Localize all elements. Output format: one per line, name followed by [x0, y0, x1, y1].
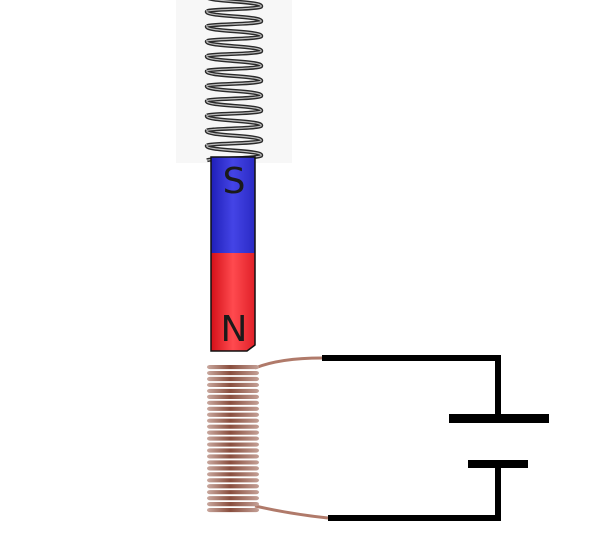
top-wire [322, 355, 501, 418]
magnet-south-half [211, 157, 255, 253]
coil-winding [207, 508, 259, 513]
bar-magnet: S N [210, 156, 256, 352]
coil-top-lead [254, 356, 323, 370]
coil-winding [207, 365, 259, 370]
coil-winding [207, 394, 259, 399]
magnet-north-half [211, 253, 255, 351]
coil-winding [207, 370, 259, 376]
coil-winding [207, 484, 259, 489]
coil-winding [207, 490, 259, 495]
coil-winding [207, 466, 259, 471]
coil-winding [207, 400, 259, 405]
coil-winding [207, 376, 259, 382]
spring-turn-highlight [206, 10, 262, 27]
coil-winding [207, 472, 259, 477]
north-pole-label: N [221, 309, 248, 350]
coil-winding [207, 406, 259, 411]
coil-winding [207, 448, 259, 453]
coil-winding [207, 436, 259, 441]
spring-turn-highlight [206, 129, 262, 146]
spring-turn-highlight [206, 114, 262, 132]
spring-turn-highlight [206, 25, 262, 42]
battery-long-plate [449, 414, 549, 423]
spring-turn-highlight [206, 40, 262, 57]
coil-winding [207, 412, 259, 417]
coil-winding [207, 382, 259, 388]
coil-winding [207, 478, 259, 483]
copper-coil [207, 356, 329, 520]
coil-winding [207, 430, 259, 435]
coil-winding [207, 454, 259, 459]
circuit [322, 355, 501, 521]
south-pole-label: S [223, 161, 246, 202]
bottom-wire [328, 464, 501, 521]
coil-winding [207, 418, 259, 423]
spring-turn-highlight [206, 100, 262, 117]
battery-short-plate [468, 460, 528, 468]
magnet-outline [210, 156, 256, 352]
coil-winding [207, 388, 259, 394]
coil-bottom-lead [254, 504, 329, 520]
spring-turn-highlight [206, 55, 262, 72]
coil-winding [207, 442, 259, 447]
spring-turn-highlight [206, 85, 262, 102]
spring-turn-highlight [206, 0, 262, 12]
battery [449, 414, 549, 468]
coil-winding [207, 496, 259, 501]
spring-turn-highlight [206, 70, 262, 87]
coil-winding [207, 424, 259, 429]
spring [204, 0, 264, 163]
coil-winding [207, 460, 259, 465]
coil-winding [207, 502, 259, 507]
